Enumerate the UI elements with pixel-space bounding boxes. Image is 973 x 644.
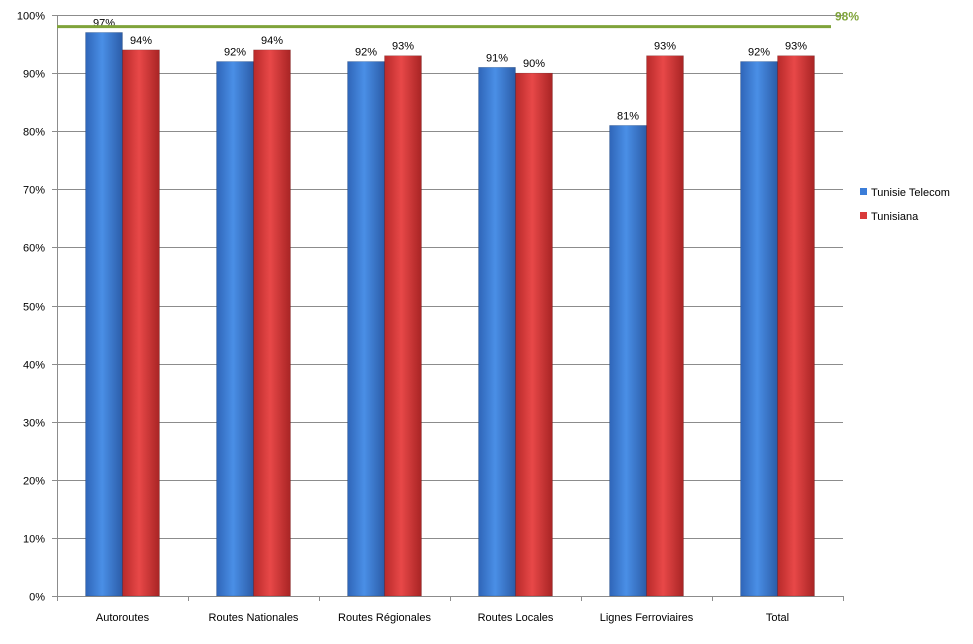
bar-tunisiana — [515, 72, 553, 597]
bar-tunisie-telecom — [85, 32, 123, 597]
bar-value-label: 93% — [392, 41, 414, 53]
x-category-label: Autoroutes — [96, 612, 150, 624]
x-category-label: Routes Locales — [478, 612, 554, 624]
bar-value-label: 91% — [486, 52, 508, 64]
legend: Tunisie Telecom Tunisiana — [860, 187, 950, 223]
bar-tunisiana — [777, 55, 815, 597]
axes: 0% 10% 20% 30% 40% 50% 60% 70% 80% 90% 100% Autorou… — [17, 11, 844, 624]
target-line-group: 98% — [57, 10, 859, 29]
legend-swatch — [860, 212, 867, 219]
bar-tunisiana — [253, 49, 291, 597]
bars — [85, 32, 815, 597]
y-tick-label: 100% — [17, 11, 45, 23]
bar-value-label: 90% — [523, 58, 545, 70]
y-tick-label: 60% — [23, 243, 45, 255]
data-labels: 97%92% 92% 91%81%92%94% 94% 93%90%93% 93% — [93, 17, 807, 122]
y-tick-label: 20% — [23, 476, 45, 488]
legend-label: Tunisie Telecom — [871, 187, 950, 199]
bar-value-label: 81% — [617, 110, 639, 122]
legend-swatch — [860, 188, 867, 195]
y-tick-label: 70% — [23, 185, 45, 197]
x-category-label: Routes Régionales — [338, 612, 431, 624]
y-tick-label: 10% — [23, 534, 45, 546]
bar-tunisie-telecom — [740, 61, 778, 597]
bar-value-label: 94% — [130, 35, 152, 47]
bar-value-label: 92% — [355, 46, 377, 58]
y-tick-label: 0% — [29, 592, 45, 604]
y-tick-label: 90% — [23, 69, 45, 81]
y-tick-label: 80% — [23, 127, 45, 139]
bar-tunisiana — [646, 55, 684, 597]
y-tick-label: 50% — [23, 302, 45, 314]
y-tick-label: 30% — [23, 418, 45, 430]
bar-value-label: 92% — [748, 46, 770, 58]
x-category-label: Lignes Ferroviaires — [600, 612, 694, 624]
legend-label: Tunisiana — [871, 211, 919, 223]
y-tick-label: 40% — [23, 360, 45, 372]
x-category-label: Routes Nationales — [209, 612, 299, 624]
bar-value-label: 93% — [785, 41, 807, 53]
bar-tunisiana — [384, 55, 422, 597]
bar-tunisie-telecom — [478, 67, 516, 597]
bar-tunisie-telecom — [216, 61, 254, 597]
bar-tunisiana — [122, 49, 160, 597]
bar-value-label: 94% — [261, 35, 283, 47]
bar-value-label: 92% — [224, 46, 246, 58]
bar-tunisie-telecom — [609, 125, 647, 597]
gridlines — [57, 15, 843, 539]
target-line-label: 98% — [835, 10, 859, 24]
bar-tunisie-telecom — [347, 61, 385, 597]
x-category-label: Total — [766, 612, 789, 624]
bar-value-label: 93% — [654, 41, 676, 53]
